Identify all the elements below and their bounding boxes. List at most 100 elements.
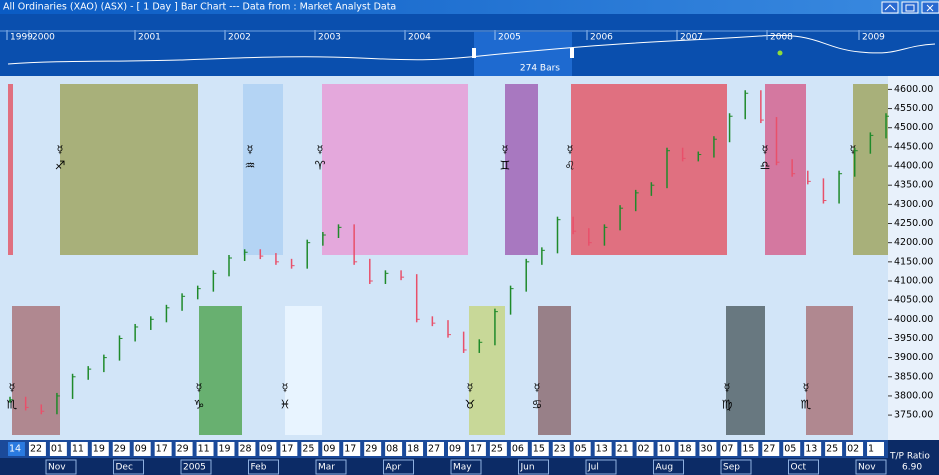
day-cell xyxy=(91,442,109,456)
month-cell xyxy=(788,459,819,475)
y-axis-panel xyxy=(888,76,939,440)
month-label: Oct xyxy=(791,463,807,473)
collapse-button[interactable] xyxy=(881,1,899,14)
day-cell xyxy=(657,442,675,456)
y-tick-label: 4600.00 xyxy=(894,84,933,95)
day-cell xyxy=(196,442,214,456)
day-cell xyxy=(70,442,88,456)
day-cell xyxy=(448,442,465,456)
zone xyxy=(8,84,13,255)
planet-glyph: ☿ xyxy=(534,381,541,394)
month-cell xyxy=(180,459,212,475)
maximize-button[interactable] xyxy=(901,1,919,14)
day-label: 13 xyxy=(596,444,608,455)
y-tick-label: 4550.00 xyxy=(894,103,933,114)
day-cell xyxy=(217,442,235,456)
day-cell xyxy=(49,442,67,456)
planet-glyph: ☿ xyxy=(803,381,810,394)
day-cell xyxy=(8,442,25,456)
sign-glyph: ♉ xyxy=(465,398,476,412)
month-cell xyxy=(585,459,617,475)
day-cell xyxy=(678,442,696,456)
sign-glyph: ♍ xyxy=(722,398,733,412)
status-value: 6.90 xyxy=(902,463,922,473)
day-cell xyxy=(636,442,654,456)
sign-glyph: ♌ xyxy=(565,159,576,173)
day-label: 11 xyxy=(72,444,84,455)
navigator-year: 2004 xyxy=(408,33,431,43)
zone xyxy=(853,84,888,255)
day-cell xyxy=(783,442,801,456)
y-tick-label: 4350.00 xyxy=(894,180,933,191)
navigator-year: 2007 xyxy=(680,33,703,43)
sign-glyph: ♎ xyxy=(760,159,771,173)
day-cell xyxy=(175,442,193,456)
sign-glyph: ♐ xyxy=(55,159,66,173)
day-label: 08 xyxy=(386,444,398,455)
day-label: 06 xyxy=(512,444,524,455)
status-panel xyxy=(888,440,939,475)
status-label: T/P Ratio xyxy=(889,452,930,462)
month-cell xyxy=(518,459,549,475)
sign-glyph: ♊ xyxy=(500,159,511,173)
navigator-handle[interactable] xyxy=(570,48,574,58)
title-bar xyxy=(0,0,939,14)
day-label: 09 xyxy=(135,444,147,455)
planet-glyph: ☿ xyxy=(196,381,203,394)
planet-glyph: ☿ xyxy=(502,143,509,156)
day-cell xyxy=(133,442,151,456)
zone xyxy=(12,306,60,435)
planet-glyph: ☿ xyxy=(724,381,731,394)
y-tick-label: 4500.00 xyxy=(894,122,933,133)
y-tick-label: 4400.00 xyxy=(894,161,933,172)
day-cell xyxy=(343,442,361,456)
sign-glyph: ♏ xyxy=(7,398,18,412)
zone xyxy=(322,84,468,255)
day-label: 21 xyxy=(617,444,629,455)
day-label: 05 xyxy=(575,444,587,455)
day-cell xyxy=(573,442,591,456)
planet-glyph: ☿ xyxy=(9,381,16,394)
month-label: Jul xyxy=(587,463,599,473)
day-cell xyxy=(699,442,717,456)
close-icon xyxy=(926,4,934,12)
zone xyxy=(538,306,571,435)
day-cell xyxy=(280,442,298,456)
day-cell xyxy=(406,442,424,456)
day-label: 25 xyxy=(302,444,314,455)
navigator-year: 2006 xyxy=(590,33,613,43)
navigator-year: 2002 xyxy=(228,33,251,43)
zone xyxy=(469,306,505,435)
navigator-handle[interactable] xyxy=(472,48,476,58)
navigator-line xyxy=(7,34,936,65)
navigator-year: 2005 xyxy=(498,33,521,43)
navigator-selection[interactable] xyxy=(474,32,572,76)
zone xyxy=(243,84,283,255)
y-tick-label: 4250.00 xyxy=(894,218,933,229)
day-label: 25 xyxy=(491,444,503,455)
month-cell xyxy=(855,459,887,475)
y-tick-label: 4450.00 xyxy=(894,141,933,152)
month-label: Feb xyxy=(251,463,267,473)
y-tick-label: 3900.00 xyxy=(894,352,933,363)
day-cell xyxy=(468,442,486,456)
y-tick-label: 4200.00 xyxy=(894,237,933,248)
zone xyxy=(285,306,322,435)
navigator-year: 2009 xyxy=(862,33,885,43)
day-cell xyxy=(615,442,633,456)
day-label: 15 xyxy=(742,444,754,455)
planet-glyph: ☿ xyxy=(762,143,769,156)
y-tick-label: 3850.00 xyxy=(894,371,933,382)
day-cell xyxy=(385,442,403,456)
month-label: Nov xyxy=(48,463,66,473)
day-cell xyxy=(846,442,864,456)
navigator xyxy=(0,14,939,76)
day-cell xyxy=(804,442,822,456)
day-cell xyxy=(322,442,340,456)
collapse-icon xyxy=(884,4,896,11)
month-label: 2005 xyxy=(183,463,206,473)
day-label: 27 xyxy=(763,444,775,455)
day-label: 29 xyxy=(177,444,189,455)
y-tick-label: 4050.00 xyxy=(894,295,933,306)
